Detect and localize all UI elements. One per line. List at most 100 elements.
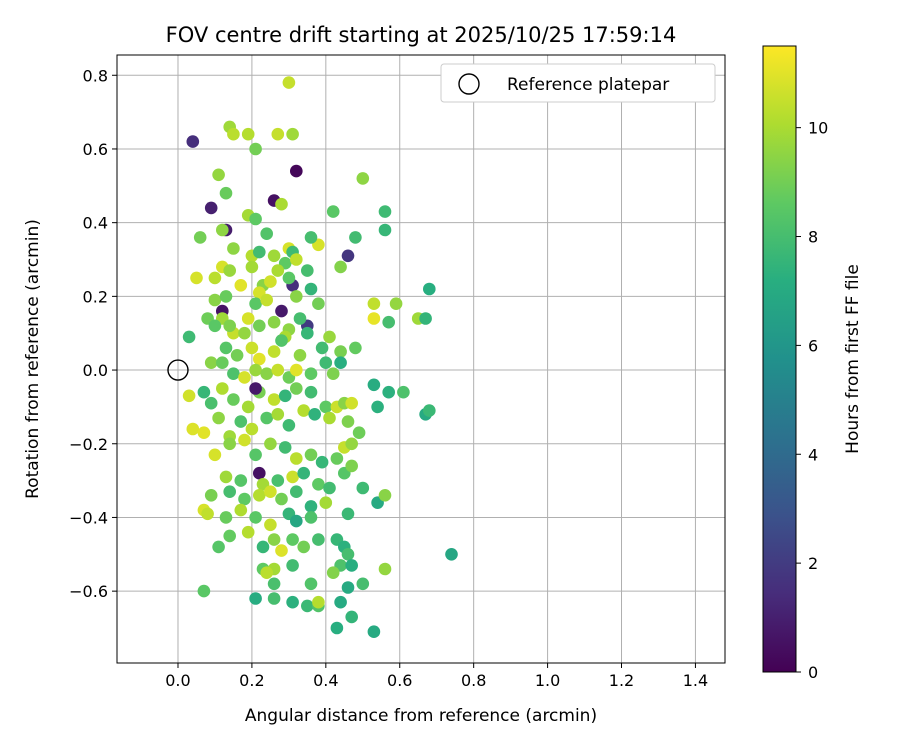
data-point bbox=[345, 610, 359, 624]
data-point bbox=[234, 415, 248, 428]
data-point bbox=[249, 212, 262, 226]
data-point bbox=[290, 452, 303, 465]
data-point bbox=[264, 437, 277, 451]
data-point bbox=[241, 127, 255, 141]
data-point bbox=[264, 275, 277, 288]
data-point bbox=[223, 319, 236, 333]
data-point bbox=[341, 581, 355, 594]
data-point bbox=[367, 625, 381, 638]
data-point bbox=[249, 363, 262, 377]
data-point bbox=[267, 533, 281, 546]
data-point bbox=[304, 367, 318, 381]
data-point bbox=[297, 404, 311, 417]
data-point bbox=[319, 356, 333, 370]
data-point bbox=[293, 312, 307, 325]
data-point bbox=[252, 352, 266, 366]
y-axis-ticks: −0.6 −0.4 −0.2 0.0 0.2 0.4 0.6 0.8 bbox=[69, 66, 117, 601]
data-point bbox=[341, 507, 355, 521]
data-point bbox=[290, 382, 303, 395]
data-point bbox=[223, 264, 236, 277]
data-point bbox=[301, 326, 314, 340]
data-points bbox=[182, 76, 458, 638]
data-point bbox=[264, 518, 277, 532]
x-tick-label: 0.4 bbox=[313, 671, 338, 690]
data-point bbox=[252, 466, 266, 480]
data-point bbox=[367, 297, 381, 311]
data-point bbox=[319, 400, 333, 414]
data-point bbox=[312, 297, 325, 311]
y-tick-label: 0.6 bbox=[83, 140, 108, 159]
x-tick-label: 1.4 bbox=[683, 671, 708, 690]
data-point bbox=[249, 297, 262, 311]
data-point bbox=[241, 400, 255, 414]
colorbar-ticks: 0 2 4 6 8 10 bbox=[796, 119, 828, 682]
data-point bbox=[356, 577, 370, 591]
data-point bbox=[341, 415, 355, 428]
data-point bbox=[208, 293, 222, 307]
data-point bbox=[290, 290, 303, 303]
data-point bbox=[212, 168, 225, 182]
data-point bbox=[301, 264, 314, 277]
data-point bbox=[212, 540, 225, 554]
data-point bbox=[223, 485, 236, 499]
grid-lines bbox=[117, 55, 725, 663]
data-point bbox=[193, 231, 207, 244]
data-point bbox=[323, 411, 336, 425]
data-point bbox=[423, 282, 436, 296]
data-point bbox=[238, 371, 251, 384]
data-point bbox=[267, 315, 281, 329]
data-point bbox=[315, 455, 329, 469]
colorbar-label: Hours from first FF file bbox=[843, 264, 863, 454]
data-point bbox=[378, 205, 392, 218]
data-point bbox=[334, 595, 347, 609]
colorbar-tick-label: 6 bbox=[808, 336, 818, 355]
data-point bbox=[241, 312, 255, 325]
data-point bbox=[312, 595, 325, 609]
data-point bbox=[227, 367, 240, 381]
data-point bbox=[297, 540, 311, 554]
colorbar-tick-label: 0 bbox=[808, 663, 818, 682]
data-point bbox=[301, 599, 314, 613]
data-point bbox=[256, 540, 270, 554]
data-point bbox=[204, 356, 218, 370]
data-point bbox=[275, 304, 288, 318]
data-point bbox=[297, 466, 311, 480]
data-point bbox=[219, 470, 233, 484]
data-point bbox=[286, 533, 299, 546]
data-point bbox=[245, 341, 259, 355]
data-point bbox=[334, 260, 347, 274]
data-point bbox=[334, 345, 347, 358]
x-tick-label: 0.0 bbox=[165, 671, 190, 690]
y-tick-label: 0.8 bbox=[83, 66, 108, 85]
y-tick-label: −0.4 bbox=[69, 508, 108, 527]
data-point bbox=[190, 271, 203, 285]
data-point bbox=[260, 367, 274, 381]
data-point bbox=[238, 326, 251, 340]
data-point bbox=[249, 592, 262, 605]
data-point bbox=[252, 489, 266, 502]
data-point bbox=[290, 164, 303, 178]
data-point bbox=[186, 135, 200, 148]
data-point bbox=[304, 385, 318, 399]
data-point bbox=[382, 315, 396, 329]
data-point bbox=[234, 503, 248, 517]
data-point bbox=[271, 127, 285, 141]
x-tick-label: 0.8 bbox=[461, 671, 486, 690]
data-point bbox=[397, 385, 410, 399]
legend-box bbox=[440, 63, 716, 103]
legend: Reference platepar bbox=[440, 63, 716, 103]
colorbar-tick-label: 10 bbox=[808, 119, 828, 138]
data-point bbox=[323, 330, 336, 344]
data-point bbox=[304, 231, 318, 244]
y-tick-label: −0.6 bbox=[69, 582, 108, 601]
data-point bbox=[223, 437, 236, 451]
data-point bbox=[252, 245, 266, 259]
data-point bbox=[216, 382, 229, 395]
data-point bbox=[212, 411, 225, 425]
data-point bbox=[260, 566, 274, 579]
colorbar-tick-label: 4 bbox=[808, 445, 818, 464]
data-point bbox=[204, 396, 218, 410]
data-point bbox=[378, 489, 392, 502]
data-point bbox=[278, 441, 292, 454]
